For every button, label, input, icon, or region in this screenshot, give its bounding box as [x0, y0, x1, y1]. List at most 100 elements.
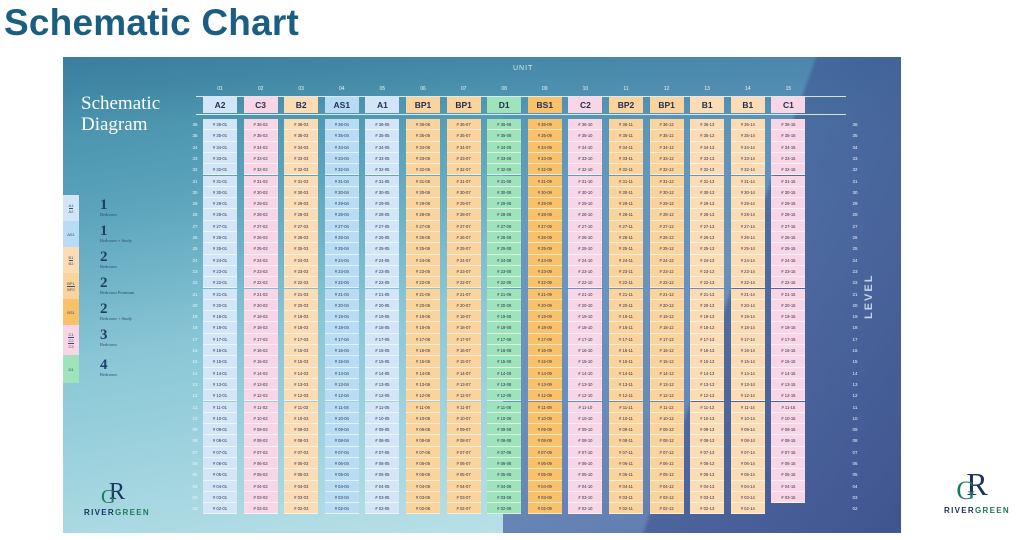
unit-cell[interactable]: # 25-07	[446, 243, 481, 255]
unit-cell[interactable]: # 33-05	[365, 152, 400, 165]
unit-cell[interactable]: # 24-03	[284, 254, 319, 266]
unit-cell[interactable]: # 24-10	[568, 254, 603, 266]
unit-cell[interactable]: # 30-03	[284, 186, 319, 199]
unit-cell[interactable]: # 25-11	[609, 243, 643, 255]
unit-cell[interactable]: # 26-12	[649, 232, 684, 244]
unit-cell[interactable]: # 02-14	[730, 503, 765, 515]
unit-cell[interactable]: # 26-04	[324, 232, 359, 244]
unit-cell[interactable]: # 36-04	[324, 119, 359, 131]
unit-cell[interactable]: # 20-14	[730, 299, 765, 312]
unit-cell[interactable]: # 19-08	[487, 311, 522, 323]
unit-cell[interactable]: # 32-03	[284, 164, 319, 176]
unit-cell[interactable]: # 11-08	[487, 401, 522, 413]
unit-cell[interactable]: # 24-15	[771, 254, 806, 266]
unit-cell[interactable]: # 25-06	[406, 243, 440, 255]
unit-cell[interactable]: # 04-08	[487, 480, 522, 492]
unit-cell[interactable]: # 16-01	[203, 345, 237, 357]
unit-cell[interactable]: # 19-07	[446, 311, 481, 323]
unit-cell[interactable]: # 28-04	[324, 209, 359, 221]
unit-cell[interactable]: # 34-03	[284, 141, 319, 153]
unit-cell[interactable]: # 15-07	[446, 356, 481, 368]
unit-cell[interactable]: # 23-13	[690, 265, 725, 278]
unit-cell[interactable]: # 18-12	[649, 322, 684, 334]
unit-cell[interactable]: # 04-10	[568, 480, 603, 492]
unit-cell[interactable]: # 10-03	[284, 412, 319, 425]
unit-cell[interactable]: # 25-12	[649, 243, 684, 255]
unit-cell[interactable]: # 06-15	[771, 458, 806, 470]
unit-cell[interactable]: # 02-06	[406, 503, 440, 515]
unit-cell[interactable]: # 05-14	[730, 469, 765, 481]
unit-cell[interactable]: # 32-09	[527, 164, 562, 176]
unit-cell[interactable]: # 15-14	[730, 356, 765, 368]
unit-cell[interactable]: # 33-08	[487, 152, 522, 165]
unit-cell[interactable]: # 18-04	[324, 322, 359, 334]
unit-cell[interactable]: # 02-08	[487, 503, 522, 515]
unit-cell[interactable]: # 10-13	[690, 412, 725, 425]
unit-cell[interactable]: # 30-05	[365, 186, 400, 199]
unit-cell[interactable]: # 29-06	[406, 198, 440, 210]
unit-cell[interactable]: # 10-02	[243, 412, 278, 425]
unit-cell[interactable]: # 16-02	[243, 345, 278, 357]
unit-cell[interactable]: # 32-15	[771, 164, 806, 176]
unit-cell[interactable]: # 17-12	[649, 333, 684, 345]
unit-cell[interactable]: # 09-15	[771, 424, 806, 436]
unit-cell[interactable]: # 30-13	[690, 186, 725, 199]
unit-cell[interactable]: # 33-10	[568, 152, 603, 165]
unit-cell[interactable]: # 28-07	[446, 209, 481, 221]
unit-cell[interactable]: # 23-09	[527, 265, 562, 278]
unit-cell[interactable]: # 13-03	[284, 378, 319, 391]
unit-cell[interactable]: # 16-08	[487, 345, 522, 357]
unit-cell[interactable]: # 32-13	[690, 164, 725, 176]
unit-cell[interactable]: # 34-15	[771, 141, 806, 153]
unit-cell[interactable]: # 36-05	[365, 119, 400, 131]
unit-cell[interactable]: # 27-14	[730, 220, 765, 232]
unit-cell[interactable]: # 14-13	[690, 367, 725, 379]
unit-cell[interactable]: # 21-13	[690, 288, 725, 300]
unit-cell[interactable]: # 14-01	[203, 367, 237, 379]
unit-cell[interactable]: # 19-09	[527, 311, 562, 323]
unit-cell[interactable]: # 12-13	[690, 390, 725, 402]
unit-cell[interactable]: # 20-06	[406, 299, 440, 312]
unit-cell[interactable]: # 16-05	[365, 345, 400, 357]
unit-cell[interactable]: # 11-03	[284, 401, 319, 413]
unit-cell[interactable]: # 11-02	[243, 401, 278, 413]
unit-cell[interactable]: # 10-15	[771, 412, 806, 425]
unit-cell[interactable]: # 03-11	[609, 491, 643, 504]
unit-cell[interactable]: # 17-11	[609, 333, 643, 345]
unit-cell[interactable]: # 12-01	[203, 390, 237, 402]
unit-cell[interactable]: # 07-03	[284, 446, 319, 458]
unit-cell[interactable]: # 15-09	[527, 356, 562, 368]
unit-cell[interactable]: # 10-09	[527, 412, 562, 425]
unit-cell[interactable]: # 26-08	[487, 232, 522, 244]
unit-cell[interactable]: # 25-04	[324, 243, 359, 255]
unit-cell[interactable]: # 29-02	[243, 198, 278, 210]
unit-cell[interactable]: # 29-03	[284, 198, 319, 210]
unit-cell[interactable]: # 13-04	[324, 378, 359, 391]
unit-cell[interactable]: # 02-03	[284, 503, 319, 515]
unit-cell[interactable]: # 05-15	[771, 469, 806, 481]
unit-cell[interactable]: # 28-15	[771, 209, 806, 221]
unit-cell[interactable]: # 06-04	[324, 458, 359, 470]
unit-cell[interactable]: # 07-14	[730, 446, 765, 458]
unit-cell[interactable]: # 32-10	[568, 164, 603, 176]
unit-cell[interactable]: # 12-14	[730, 390, 765, 402]
unit-cell[interactable]: # 15-08	[487, 356, 522, 368]
unit-cell[interactable]: # 30-01	[203, 186, 237, 199]
unit-cell[interactable]: # 20-04	[324, 299, 359, 312]
unit-cell[interactable]: # 24-02	[243, 254, 278, 266]
unit-cell[interactable]: # 12-09	[527, 390, 562, 402]
unit-cell[interactable]: # 31-09	[527, 175, 562, 187]
unit-cell[interactable]: # 19-11	[609, 311, 643, 323]
unit-cell[interactable]: # 11-10	[568, 401, 603, 413]
unit-cell[interactable]: # 33-12	[649, 152, 684, 165]
unit-cell[interactable]: # 08-13	[690, 435, 725, 447]
unit-cell[interactable]: # 17-14	[730, 333, 765, 345]
unit-cell[interactable]: # 19-04	[324, 311, 359, 323]
unit-cell[interactable]: # 15-04	[324, 356, 359, 368]
unit-cell[interactable]: # 17-15	[771, 333, 806, 345]
unit-cell[interactable]: # 02-13	[690, 503, 725, 515]
unit-cell[interactable]: # 19-01	[203, 311, 237, 323]
unit-cell[interactable]: # 34-05	[365, 141, 400, 153]
unit-cell[interactable]: # 18-10	[568, 322, 603, 334]
unit-cell[interactable]: # 13-09	[527, 378, 562, 391]
